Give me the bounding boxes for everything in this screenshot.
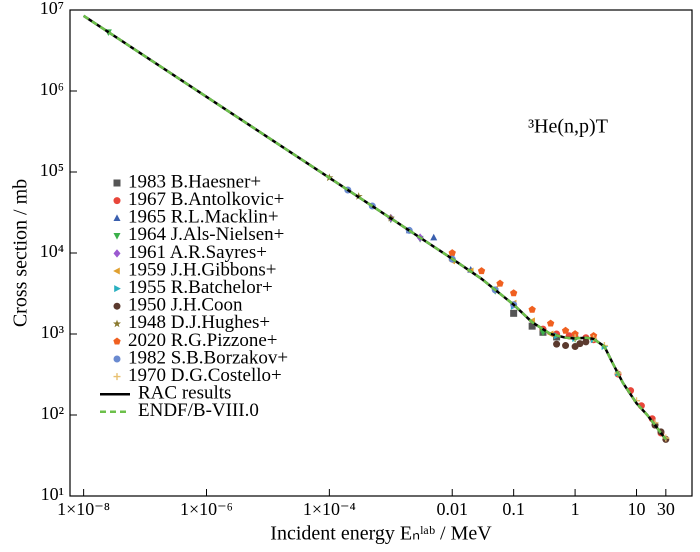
legend-label: ENDF/B-VIII.0 xyxy=(138,400,259,421)
data-point xyxy=(562,342,570,350)
legend-marker xyxy=(113,179,121,187)
data-point xyxy=(546,319,555,327)
x-tick-label: 1×10⁻⁴ xyxy=(303,499,356,519)
data-point xyxy=(510,309,518,317)
x-tick-label: 1×10⁻⁶ xyxy=(180,499,233,519)
curve xyxy=(82,14,667,441)
legend-label: 1970 D.G.Costello+ xyxy=(128,365,282,386)
y-tick-label: 10¹ xyxy=(41,484,64,504)
legend-label: 1959 J.H.Gibbons+ xyxy=(128,259,276,280)
legend-marker xyxy=(113,302,121,310)
data-point xyxy=(509,289,518,297)
legend-marker xyxy=(113,373,121,381)
data-point xyxy=(576,340,584,348)
y-tick-label: 10⁵ xyxy=(40,160,64,180)
legend-label: 1982 S.B.Borzakov+ xyxy=(128,347,288,368)
data-point xyxy=(528,322,536,330)
annotation: ³He(n,p)T xyxy=(528,116,608,138)
data-point xyxy=(496,279,504,287)
x-tick-label: 1 xyxy=(571,499,580,519)
legend-marker xyxy=(113,197,121,205)
legend-label: 1950 J.H.Coon xyxy=(128,295,243,316)
y-axis-label: Cross section / mb xyxy=(10,179,32,327)
x-tick-label: 0.1 xyxy=(502,499,525,519)
legend-marker xyxy=(114,285,121,293)
data-point xyxy=(430,233,438,241)
legend-label: 1955 R.Batchelor+ xyxy=(128,277,273,298)
legend-label: 1961 A.R.Sayres+ xyxy=(128,242,267,263)
data-point xyxy=(582,338,590,346)
legend-label: 1967 B.Antolkovic+ xyxy=(128,189,284,210)
x-axis-label: Incident energy Eₙˡᵃᵇ / MeV xyxy=(270,523,492,545)
data-point xyxy=(477,267,486,275)
legend-label: RAC results xyxy=(138,383,231,404)
x-tick-label: 10 xyxy=(628,499,646,519)
data-point xyxy=(528,305,536,313)
legend-marker xyxy=(113,249,121,258)
data-point xyxy=(571,330,579,338)
x-tick-label: 30 xyxy=(657,499,675,519)
legend-marker xyxy=(113,337,121,345)
legend-marker xyxy=(113,233,121,240)
y-tick-label: 10⁷ xyxy=(40,0,64,18)
x-tick-label: 0.01 xyxy=(436,499,468,519)
data-point xyxy=(561,326,570,334)
legend-label: 1965 R.L.Macklin+ xyxy=(128,207,279,228)
legend-label: 2020 R.G.Pizzone+ xyxy=(128,330,278,351)
legend-label: 1983 B.Haesner+ xyxy=(128,171,261,192)
legend-marker xyxy=(113,267,120,275)
y-tick-label: 10³ xyxy=(41,322,65,342)
y-tick-label: 10² xyxy=(41,403,64,423)
legend-marker xyxy=(113,355,121,363)
y-tick-label: 10⁴ xyxy=(40,241,64,261)
legend-marker xyxy=(113,319,121,328)
legend-marker xyxy=(113,214,121,221)
y-tick-label: 10⁶ xyxy=(40,79,64,99)
x-tick-label: 1×10⁻⁸ xyxy=(57,499,110,519)
legend-label: 1948 D.J.Hughes+ xyxy=(128,312,270,333)
data-point xyxy=(448,249,456,257)
legend-label: 1964 J.Als-Nielsen+ xyxy=(128,224,284,245)
data-point xyxy=(553,340,561,348)
